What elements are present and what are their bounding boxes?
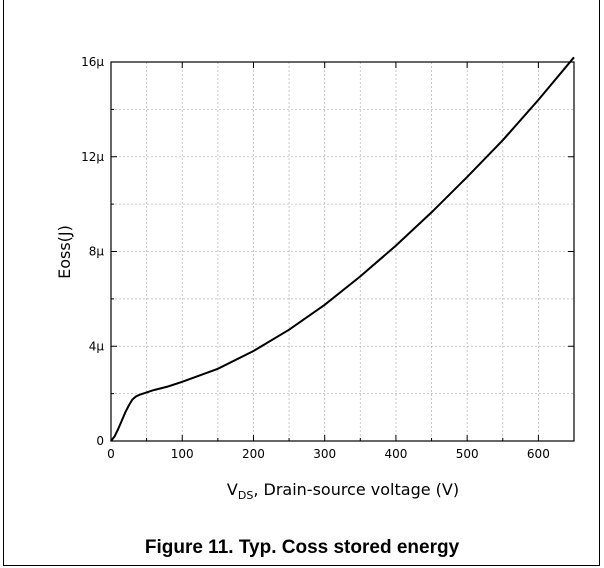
y-axis-label: Eoss(J) [55,225,74,279]
grid [111,62,574,441]
y-tick-labels: 0 4μ 8μ 12μ 16μ [81,55,104,448]
x-tick-label: 0 [107,447,115,461]
y-tick-label: 4μ [89,339,105,353]
y-tick-label: 0 [96,434,104,448]
y-tick-label: 12μ [81,150,104,164]
x-axis-label-suffix: , Drain-source voltage (V) [253,480,459,499]
y-tick-label: 8μ [89,245,105,259]
x-axis-label-prefix: V [227,480,238,499]
figure-frame [3,0,600,566]
y-tick-label: 16μ [81,55,104,69]
x-axis-label: VDS, Drain-source voltage (V) [227,480,459,502]
x-tick-label: 600 [527,447,550,461]
series-line [110,56,575,442]
figure-caption: Figure 11. Typ. Coss stored energy [144,537,460,558]
x-tick-label: 500 [456,447,479,461]
x-axis-label-subscript: DS [238,489,253,502]
x-tick-labels: 0 100 200 300 400 500 600 [107,447,550,461]
x-tick-label: 400 [384,447,407,461]
x-tick-label: 200 [242,447,265,461]
x-tick-label: 300 [313,447,336,461]
x-tick-label: 100 [171,447,194,461]
